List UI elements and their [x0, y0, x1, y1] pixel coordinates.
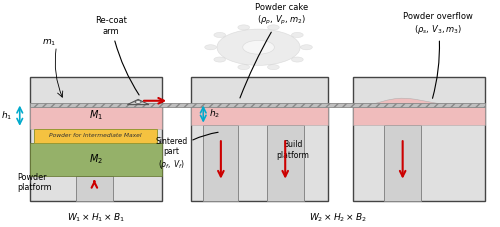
Text: Powder overflow
$(\rho_s,\,V_3,m_3)$: Powder overflow $(\rho_s,\,V_3,m_3)$ — [403, 12, 473, 98]
Text: Re-coat
arm: Re-coat arm — [96, 16, 139, 95]
Circle shape — [242, 40, 274, 54]
Text: $m_1$: $m_1$ — [42, 37, 56, 48]
Text: $h_1$: $h_1$ — [1, 109, 12, 122]
Polygon shape — [204, 126, 238, 201]
Polygon shape — [352, 98, 484, 107]
Circle shape — [214, 32, 226, 37]
Circle shape — [292, 57, 303, 62]
Text: Powder
platform: Powder platform — [18, 173, 52, 192]
Circle shape — [268, 64, 279, 70]
Text: Build
platform: Build platform — [276, 141, 309, 160]
Circle shape — [300, 45, 312, 50]
Text: Powder cake
$(\rho_p,\,V_p,m_2)$: Powder cake $(\rho_p,\,V_p,m_2)$ — [240, 3, 308, 98]
Circle shape — [292, 32, 303, 37]
Text: Sintered
part
$(\rho_f,\,V_f)$: Sintered part $(\rho_f,\,V_f)$ — [156, 132, 218, 171]
Polygon shape — [191, 77, 328, 201]
Text: $h_2$: $h_2$ — [209, 108, 220, 120]
Circle shape — [238, 25, 250, 30]
Circle shape — [204, 45, 216, 50]
Text: $M_1$: $M_1$ — [88, 108, 102, 121]
Text: Powder for Intermediate Maxel: Powder for Intermediate Maxel — [50, 133, 142, 138]
Polygon shape — [267, 126, 304, 201]
Polygon shape — [352, 77, 484, 201]
Circle shape — [238, 64, 250, 70]
Circle shape — [268, 25, 279, 30]
Circle shape — [217, 29, 300, 65]
Polygon shape — [34, 129, 157, 143]
Text: $W_2 \times H_2 \times B_2$: $W_2 \times H_2 \times B_2$ — [309, 212, 367, 224]
Polygon shape — [30, 77, 162, 201]
Polygon shape — [30, 143, 162, 175]
Polygon shape — [384, 126, 421, 201]
Circle shape — [135, 101, 141, 103]
Text: $W_1 \times H_1 \times B_1$: $W_1 \times H_1 \times B_1$ — [66, 212, 124, 224]
Polygon shape — [191, 107, 328, 126]
Polygon shape — [128, 99, 149, 105]
Polygon shape — [30, 107, 162, 129]
Polygon shape — [352, 107, 484, 126]
Text: $M_2$: $M_2$ — [88, 152, 102, 166]
Polygon shape — [76, 175, 112, 201]
Polygon shape — [30, 103, 484, 107]
Circle shape — [214, 57, 226, 62]
